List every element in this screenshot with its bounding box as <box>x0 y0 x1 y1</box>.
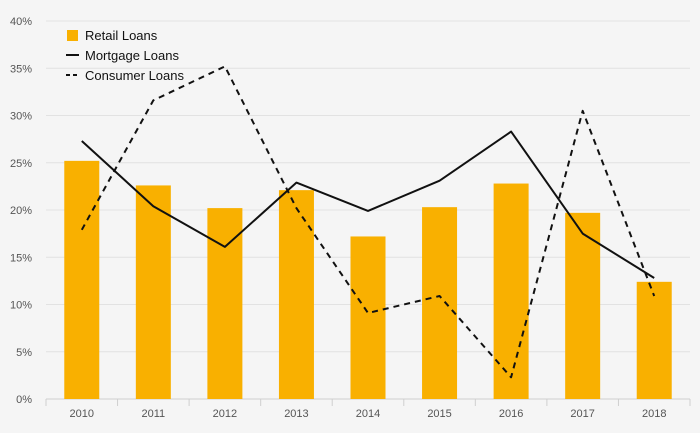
x-tick-label: 2011 <box>142 408 166 420</box>
bar-retail-loans-2015 <box>422 207 458 399</box>
x-tick-label: 2010 <box>70 408 94 420</box>
legend-swatch-retail-loans <box>67 30 78 41</box>
y-tick-label: 5% <box>16 347 32 359</box>
legend-label-consumer-loans: Consumer Loans <box>85 68 184 83</box>
legend-label-mortgage-loans: Mortgage Loans <box>85 48 179 63</box>
x-tick-label: 2012 <box>213 408 237 420</box>
x-tick-label: 2018 <box>642 408 666 420</box>
y-tick-label: 15% <box>10 252 32 264</box>
y-tick-label: 20% <box>10 205 32 217</box>
x-tick-label: 2017 <box>570 408 594 420</box>
bar-retail-loans-2018 <box>636 281 672 399</box>
bar-retail-loans-2011 <box>135 185 171 399</box>
y-tick-label: 0% <box>16 394 32 406</box>
y-tick-label: 35% <box>10 63 32 75</box>
bar-retail-loans-2016 <box>493 183 529 399</box>
bar-series-retail-loans <box>64 160 672 399</box>
bar-retail-loans-2013 <box>278 190 314 399</box>
y-tick-label: 10% <box>10 300 32 312</box>
line-mortgage-loans <box>81 130 655 279</box>
line-series-group <box>80 65 656 379</box>
x-axis: 2010 2011 2012 2013 2014 2015 2016 2017 2018 <box>45 399 691 420</box>
y-tick-label: 40% <box>10 16 32 28</box>
bar-retail-loans-2010 <box>64 160 100 399</box>
legend-label-retail-loans: Retail Loans <box>85 28 158 43</box>
bar-retail-loans-2017 <box>565 212 601 399</box>
y-axis: 0% 5% 10% 15% 20% 25% 30% 35% 40% <box>10 16 32 406</box>
x-tick-label: 2014 <box>356 408 380 420</box>
y-tick-label: 30% <box>10 111 32 123</box>
legend: Retail Loans Mortgage Loans Consumer Loa… <box>66 28 184 83</box>
x-tick-label: 2016 <box>499 408 523 420</box>
bar-retail-loans-2014 <box>350 236 386 399</box>
x-tick-label: 2013 <box>284 408 308 420</box>
x-tick-label: 2015 <box>427 408 451 420</box>
y-tick-label: 25% <box>10 158 32 170</box>
